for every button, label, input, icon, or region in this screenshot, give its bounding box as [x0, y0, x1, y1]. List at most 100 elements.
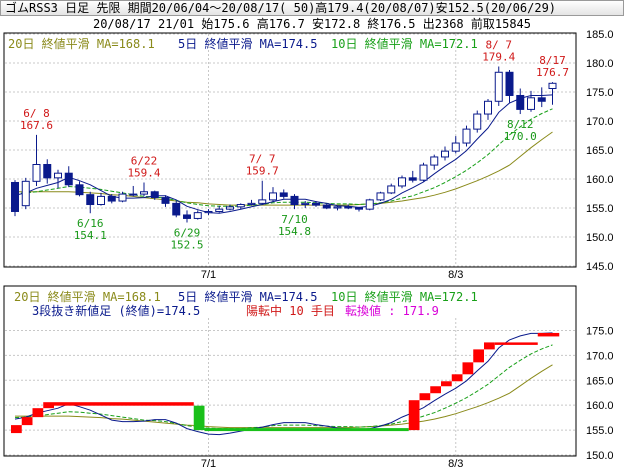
candle-body — [54, 172, 62, 179]
break-brick — [193, 405, 205, 431]
ma10-line — [14, 108, 553, 207]
upper-x-axis: 7/1 8/3 — [201, 269, 464, 281]
chart-title-bar: ゴムRSS3 日足 先限 期間20/06/04〜20/08/17( 50)高17… — [0, 0, 624, 16]
candle-body — [150, 191, 159, 199]
break-brick — [473, 349, 484, 363]
candle-body — [75, 184, 84, 196]
y-tick-label: 165.0 — [586, 145, 614, 157]
upper-y-axis: 145.0 150.0 155.0 160.0 165.0 170.0 175.0 180.0… — [586, 29, 614, 273]
upper-legend-ma20: 20日 終値平滑 MA=168.1 — [8, 36, 155, 51]
candle-body — [505, 71, 514, 96]
candle-body — [11, 181, 19, 212]
upper-legend-ma10: 10日 終値平滑 MA=172.1 — [331, 36, 478, 51]
candle-body — [355, 207, 363, 210]
annotation-label: 167.6 — [20, 119, 53, 132]
break-brick — [32, 408, 44, 418]
y-tick-label: 160.0 — [586, 174, 614, 186]
y-tick-label: 150.0 — [586, 450, 614, 462]
annotation-label: 154.8 — [278, 225, 311, 238]
ma10-line — [14, 344, 553, 430]
ohlc-summary: 20/08/17 21/01 始175.6 高176.7 安172.8 終176… — [0, 16, 624, 33]
ma5-line-lower — [14, 332, 553, 436]
break-brick — [484, 342, 495, 350]
candle-body — [118, 193, 127, 202]
candle-body — [129, 193, 138, 196]
ma20-line-upper — [15, 131, 553, 206]
y-tick-label: 170.0 — [586, 116, 614, 128]
ma20-line-lower — [15, 364, 553, 429]
annotation-label: 8/ 7 — [486, 38, 513, 51]
candle-body — [107, 195, 116, 202]
candle-body — [247, 202, 256, 206]
break-brick — [54, 402, 194, 406]
candle-body — [258, 199, 267, 204]
break-brick — [430, 386, 441, 394]
x-tick-label: 8/3 — [448, 458, 463, 470]
candle-body — [172, 202, 181, 216]
candle-body — [344, 206, 353, 209]
y-tick-label: 170.0 — [586, 350, 614, 362]
break-brick — [408, 400, 420, 431]
candle-body — [333, 206, 342, 209]
candle-body — [86, 194, 95, 206]
y-tick-label: 155.0 — [586, 425, 614, 437]
candle-body — [398, 177, 406, 187]
break-brick — [11, 425, 22, 434]
candle-body — [97, 195, 105, 206]
lower-ma-legend: 20日 終値平滑 MA=168.1 5日 終値平滑 MA=174.5 10日 終… — [14, 289, 478, 304]
y-tick-label: 155.0 — [586, 203, 614, 215]
candle-body — [193, 212, 202, 219]
candle-body — [408, 177, 417, 181]
annotation-label: 159.7 — [246, 165, 279, 178]
x-tick-label: 7/1 — [201, 458, 216, 470]
candle-body — [64, 172, 73, 186]
y-tick-label: 185.0 — [586, 29, 614, 41]
break-brick — [419, 393, 431, 401]
candle-body — [387, 185, 396, 194]
chart-title: ゴムRSS3 日足 先限 期間20/06/04〜20/08/17( 50)高17… — [5, 1, 557, 15]
candle-body — [419, 164, 428, 181]
y-tick-label: 175.0 — [586, 325, 614, 337]
candle-body — [236, 204, 245, 208]
y-tick-label: 160.0 — [586, 400, 614, 412]
lower-legend-ma20: 20日 終値平滑 MA=168.1 — [14, 289, 161, 304]
candle-body — [537, 97, 546, 102]
annotation-label: 179.4 — [482, 50, 515, 63]
annotation-label: 8/17 — [539, 54, 566, 67]
candle-body — [32, 164, 41, 182]
break-brick — [43, 402, 54, 409]
ma20-line — [15, 364, 553, 429]
upper-legend-ma5: 5日 終値平滑 MA=174.5 — [178, 36, 317, 51]
break-chart-info-prefix: 3段抜き新値足 (終値)=174.5 — [32, 303, 200, 318]
break-brick — [537, 332, 560, 337]
candle-body — [322, 204, 331, 209]
break-chart-status: 陽転中 10 手目 — [246, 303, 335, 318]
candle-body — [548, 82, 557, 90]
annotation-label: 176.7 — [536, 66, 569, 79]
candle-body — [183, 214, 191, 219]
annotation-label: 6/ 8 — [23, 107, 50, 120]
ma5-line — [14, 332, 553, 436]
candle-body — [516, 94, 525, 110]
candle-body — [462, 128, 471, 144]
ma10-line-upper — [14, 108, 553, 207]
candle-body — [279, 192, 288, 197]
break-chart-reversal: 転換値 : 171.9 — [345, 303, 439, 318]
candle-body — [365, 199, 374, 210]
break-bricks — [11, 332, 560, 434]
y-tick-label: 150.0 — [586, 232, 614, 244]
annotation-label: 7/10 — [281, 213, 308, 226]
candle-body — [161, 197, 170, 204]
annotation-label: 159.4 — [127, 166, 160, 179]
candle-body — [204, 210, 213, 214]
annotation-label: 154.1 — [74, 229, 107, 242]
annotation-label: 152.5 — [170, 239, 203, 252]
break-brick — [441, 381, 452, 387]
candle-body — [43, 164, 52, 179]
candle-body — [301, 202, 310, 206]
y-tick-label: 175.0 — [586, 87, 614, 99]
candle-body — [473, 113, 482, 130]
ma5-line-upper — [14, 94, 553, 214]
